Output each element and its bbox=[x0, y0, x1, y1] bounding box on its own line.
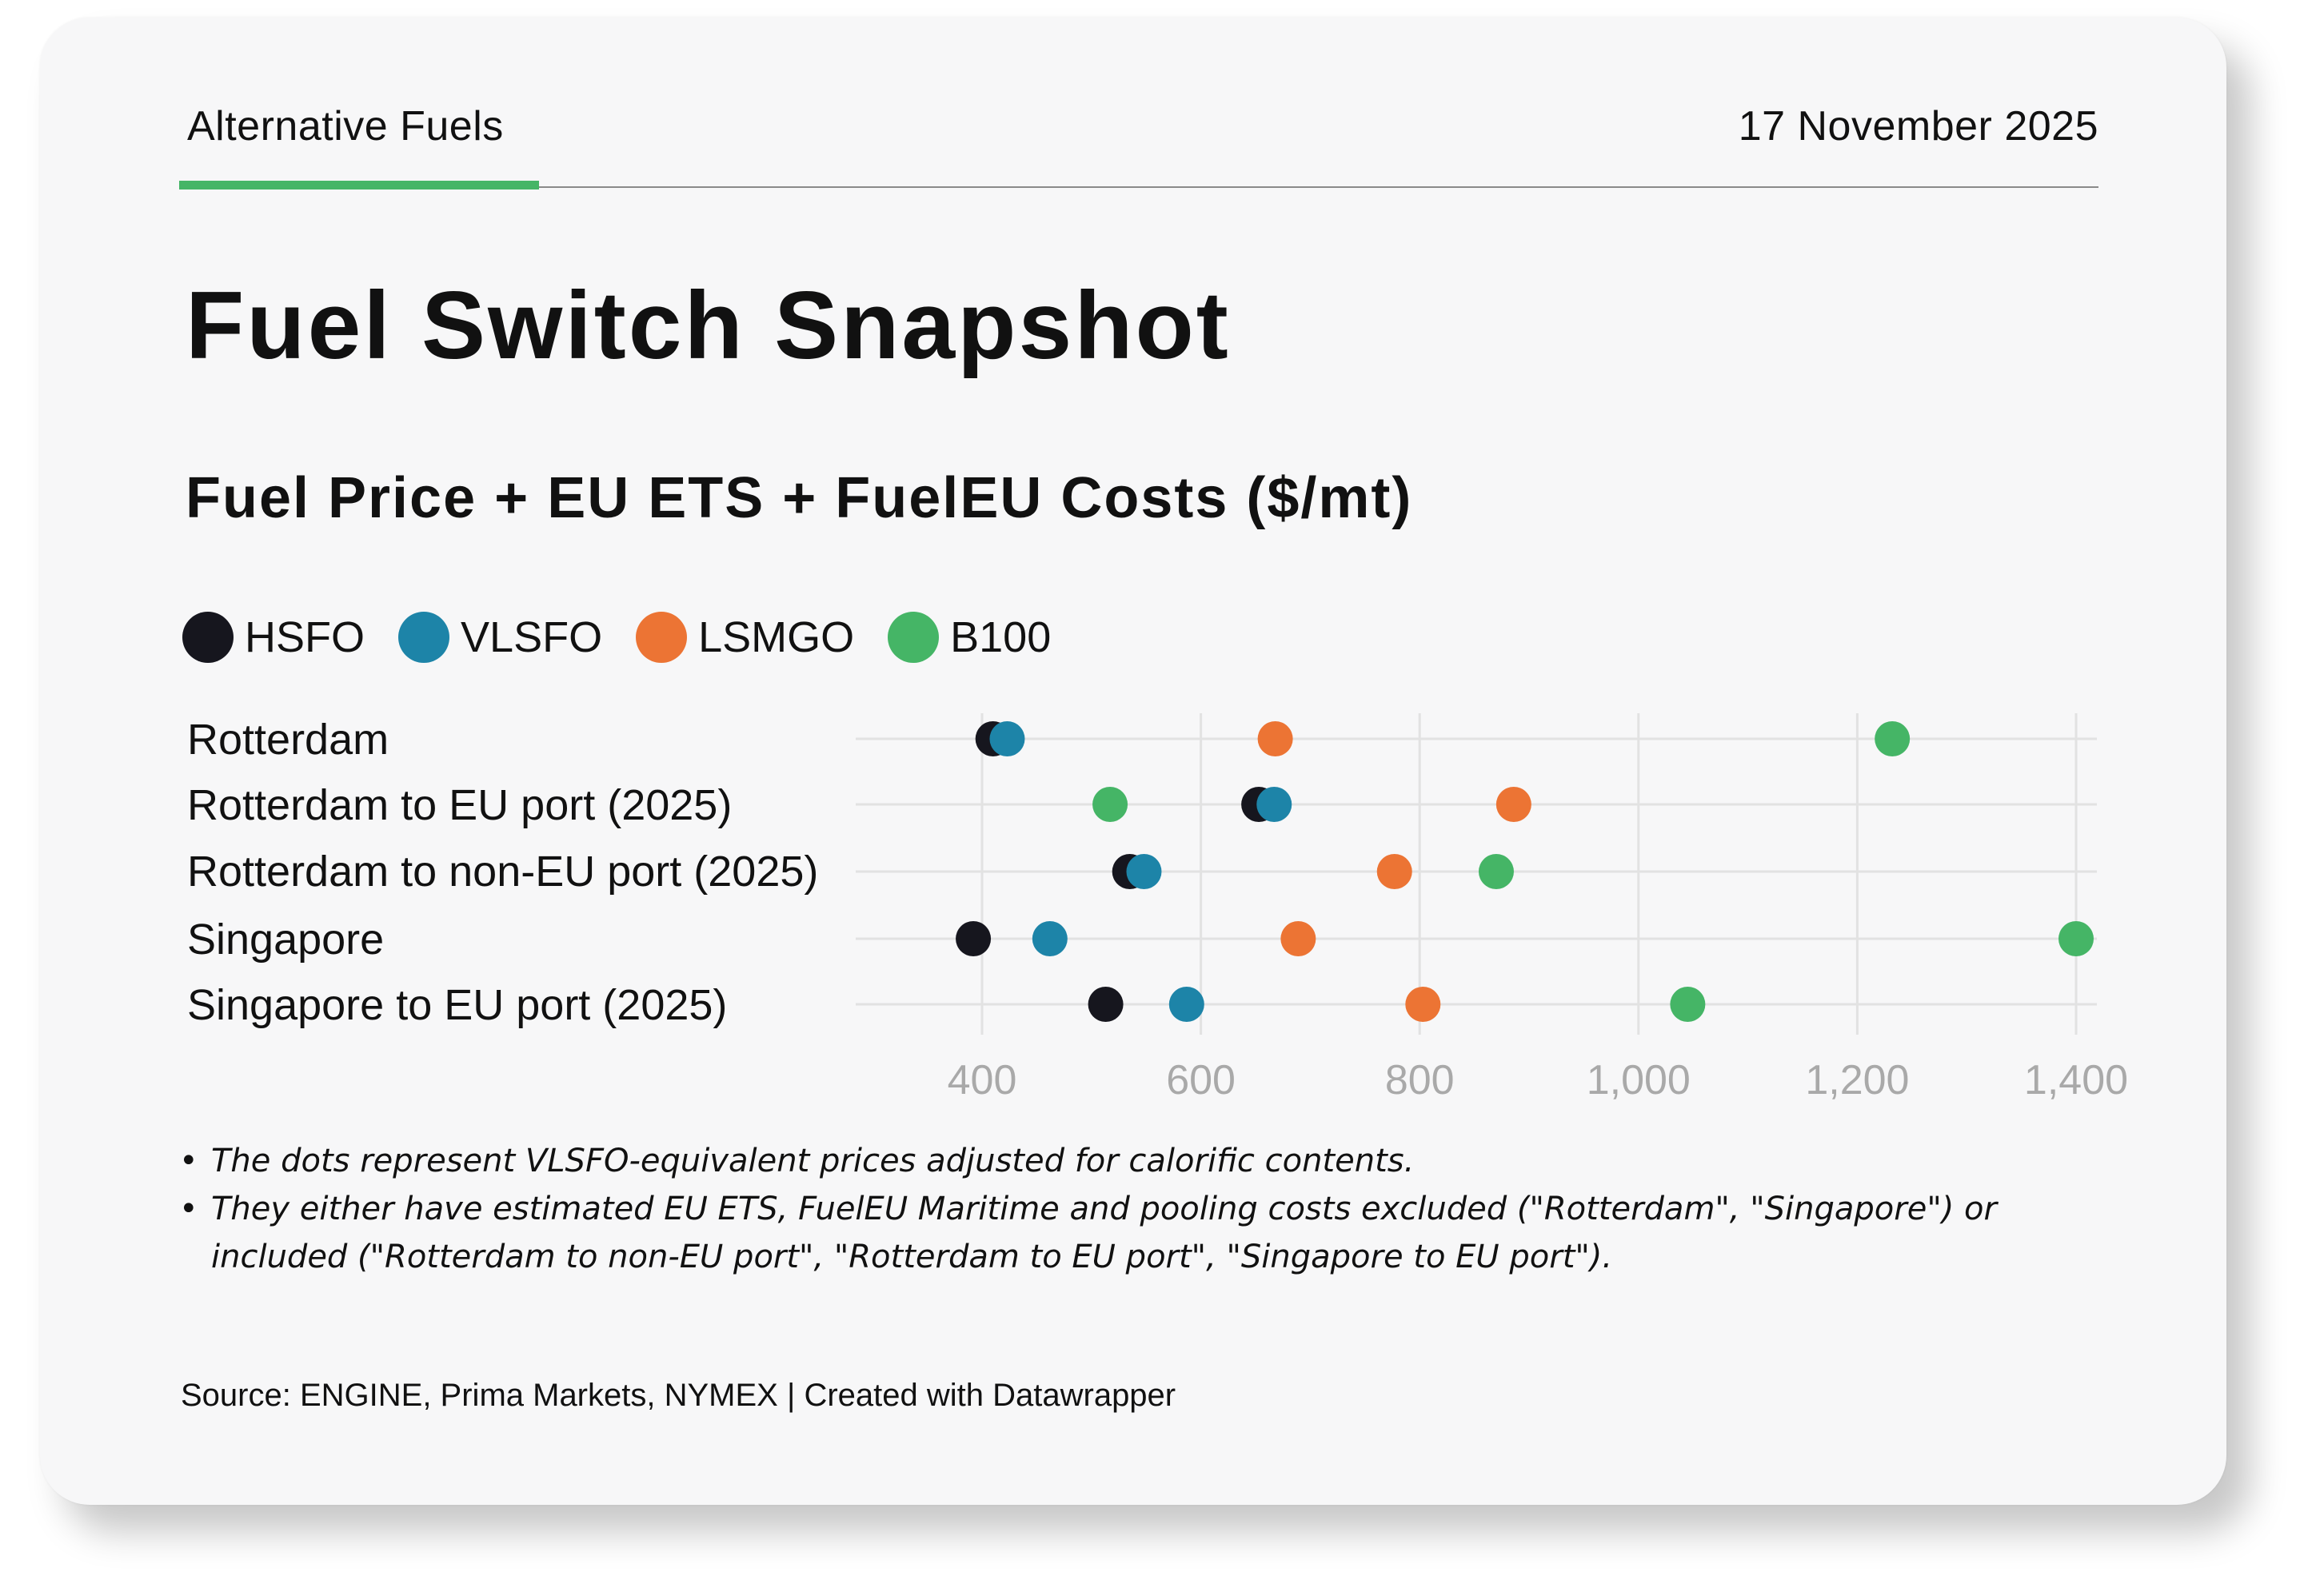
chart-title: Fuel Price + EU ETS + FuelEU Costs ($/mt… bbox=[186, 466, 1413, 530]
legend-label-b100: B100 bbox=[950, 613, 1052, 661]
x-tick-label: 800 bbox=[1385, 1057, 1455, 1103]
grid-layer bbox=[856, 713, 2097, 1035]
row-label-rotterdam-non-eu: Rotterdam to non-EU port (2025) bbox=[187, 848, 819, 896]
x-tick-label: 600 bbox=[1166, 1057, 1236, 1103]
date-label: 17 November 2025 bbox=[1738, 103, 2098, 150]
row-label-singapore: Singapore bbox=[187, 916, 385, 964]
legend-label-hsfo: HSFO bbox=[245, 613, 365, 661]
row-label-singapore-eu: Singapore to EU port (2025) bbox=[187, 981, 728, 1029]
data-point-vlsfo bbox=[1032, 921, 1068, 956]
data-point-vlsfo bbox=[1168, 987, 1204, 1022]
note-item: • They either have estimated EU ETS, Fue… bbox=[179, 1185, 2098, 1281]
header-accent-bar bbox=[179, 181, 539, 190]
data-point-b100 bbox=[1670, 987, 1706, 1022]
legend-item-hsfo: HSFO bbox=[182, 612, 365, 663]
source-credit: Source: ENGINE, Prima Markets, NYMEX | C… bbox=[181, 1378, 1176, 1413]
page-title: Fuel Switch Snapshot bbox=[186, 272, 1231, 379]
data-point-lsmgo bbox=[1495, 787, 1531, 822]
data-point-hsfo bbox=[956, 921, 992, 956]
x-tick-label: 1,400 bbox=[2024, 1057, 2128, 1103]
data-point-vlsfo bbox=[989, 721, 1025, 756]
section-label: Alternative Fuels bbox=[187, 103, 504, 150]
data-point-vlsfo bbox=[1256, 787, 1292, 822]
header-divider bbox=[179, 186, 2098, 188]
data-point-lsmgo bbox=[1257, 721, 1293, 756]
chart-notes: • The dots represent VLSFO-equivalent pr… bbox=[179, 1137, 2098, 1281]
data-point-lsmgo bbox=[1280, 921, 1316, 956]
data-point-lsmgo bbox=[1376, 854, 1412, 889]
x-tick-label: 400 bbox=[948, 1057, 1017, 1103]
data-point-lsmgo bbox=[1405, 987, 1441, 1022]
x-tick-label: 1,200 bbox=[1805, 1057, 1909, 1103]
legend-label-lsmgo: LSMGO bbox=[698, 613, 855, 661]
x-tick-label: 1,000 bbox=[1587, 1057, 1691, 1103]
bullet-icon: • bbox=[179, 1191, 198, 1227]
row-label-rotterdam-eu: Rotterdam to EU port (2025) bbox=[187, 781, 733, 829]
legend-swatch-hsfo bbox=[182, 612, 234, 663]
legend-label-vlsfo: VLSFO bbox=[461, 613, 603, 661]
data-point-vlsfo bbox=[1126, 854, 1162, 889]
data-point-b100 bbox=[1092, 787, 1128, 822]
note-text: The dots represent VLSFO-equivalent pric… bbox=[211, 1143, 1415, 1179]
x-axis: 400 600 800 1,000 1,200 1,400 bbox=[948, 1057, 2128, 1103]
data-point-b100 bbox=[1875, 721, 1911, 756]
row-label-rotterdam: Rotterdam bbox=[187, 716, 389, 764]
note-item: • The dots represent VLSFO-equivalent pr… bbox=[179, 1137, 2098, 1185]
chart-legend: HSFO VLSFO LSMGO B100 bbox=[182, 609, 1084, 665]
legend-item-vlsfo: VLSFO bbox=[398, 612, 602, 663]
legend-item-lsmgo: LSMGO bbox=[636, 612, 854, 663]
legend-swatch-lsmgo bbox=[636, 612, 688, 663]
data-point-b100 bbox=[1478, 854, 1514, 889]
note-text: They either have estimated EU ETS, FuelE… bbox=[211, 1191, 1997, 1275]
legend-swatch-b100 bbox=[888, 612, 940, 663]
data-point-b100 bbox=[2058, 921, 2094, 956]
data-point-hsfo bbox=[1088, 987, 1124, 1022]
dot-layer bbox=[956, 721, 2094, 1022]
snapshot-card bbox=[40, 18, 2226, 1505]
legend-swatch-vlsfo bbox=[398, 612, 450, 663]
bullet-icon: • bbox=[179, 1143, 198, 1179]
legend-item-b100: B100 bbox=[888, 612, 1051, 663]
